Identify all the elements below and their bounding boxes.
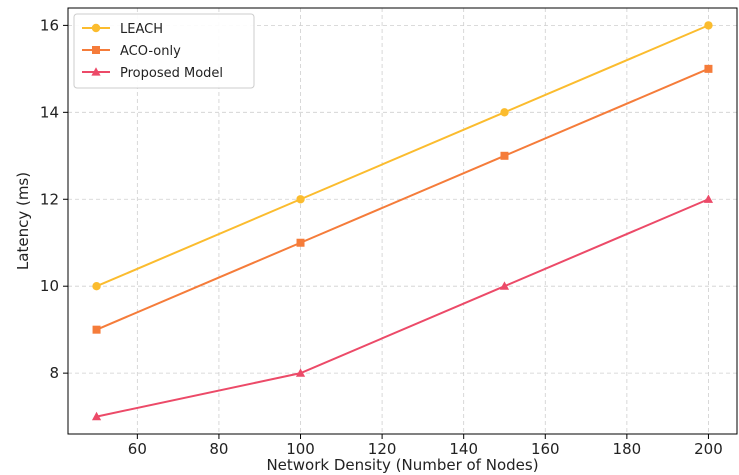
data-point [499, 281, 510, 290]
y-tick-label: 16 [40, 16, 59, 34]
series-proposed-model [91, 194, 714, 421]
y-tick-label: 8 [49, 364, 59, 382]
series-line [96, 67, 709, 331]
x-axis-label: Network Density (Number of Nodes) [266, 456, 538, 474]
data-point [500, 108, 509, 117]
legend-box [73, 13, 255, 89]
x-tick-label: 80 [209, 440, 228, 458]
x-tick-label: 160 [531, 440, 560, 458]
y-tick-label: 14 [40, 103, 59, 121]
legend-label: ACO-only [120, 44, 181, 59]
series-layer [91, 21, 714, 421]
plot-frame [67, 7, 738, 435]
series-line [96, 198, 709, 418]
data-point [500, 151, 509, 160]
legend-marker [91, 67, 101, 76]
ticks: 60 80 100 120 140 160 180 200 8 10 12 14 16 [40, 16, 723, 458]
y-tick-label: 10 [40, 277, 59, 295]
data-point [296, 195, 305, 204]
series-aco-only [92, 64, 713, 334]
legend-marker [92, 46, 100, 54]
legend: LEACH ACO-only Proposed Model [73, 13, 255, 89]
x-tick-label: 200 [694, 440, 723, 458]
x-tick-label: 120 [368, 440, 397, 458]
legend-label: Proposed Model [120, 66, 223, 81]
data-point [296, 238, 305, 247]
data-point [91, 411, 102, 421]
x-tick-label: 100 [286, 440, 315, 458]
legend-marker [91, 23, 101, 33]
series-leach [92, 21, 713, 291]
data-point [92, 325, 101, 334]
y-axis-label: Latency (ms) [14, 172, 32, 270]
data-point [704, 64, 713, 73]
data-point [295, 368, 306, 377]
data-point [703, 194, 714, 203]
legend-label: LEACH [120, 22, 163, 37]
series-line [96, 24, 709, 288]
x-tick-label: 60 [128, 440, 147, 458]
data-point [92, 282, 101, 291]
y-tick-label: 12 [40, 190, 59, 208]
x-tick-label: 140 [449, 440, 478, 458]
x-tick-label: 180 [613, 440, 642, 458]
data-point [704, 21, 713, 30]
